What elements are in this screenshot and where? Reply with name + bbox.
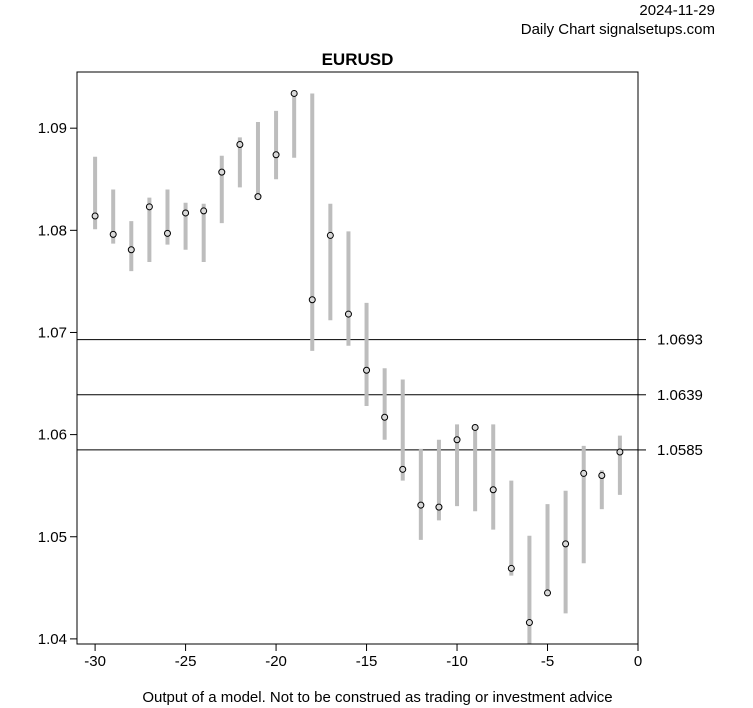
close-point-25: [544, 589, 552, 597]
close-point-11: [290, 89, 298, 97]
close-point-20: [453, 436, 461, 444]
y-tick-label-2: 1.06: [38, 427, 67, 444]
close-point-3: [145, 203, 153, 211]
close-point-23: [507, 564, 515, 572]
close-point-17: [399, 465, 407, 473]
x-tick-label-3: -15: [356, 653, 378, 670]
close-point-7: [218, 168, 226, 176]
y-tick-label-0: 1.04: [38, 631, 67, 648]
level-label-1: 1.0639: [657, 387, 703, 404]
y-tick-label-4: 1.08: [38, 222, 67, 239]
disclaimer: Output of a model. Not to be construed a…: [142, 689, 613, 706]
y-tick-label-1: 1.05: [38, 529, 67, 546]
close-points: [91, 89, 624, 627]
x-axis: -30 -25 -20 -15 -10 -5 0: [84, 643, 642, 670]
close-point-12: [308, 296, 316, 304]
y-tick-label-3: 1.07: [38, 324, 67, 341]
support-levels: 1.0693 1.0639 1.0585: [77, 332, 703, 459]
close-point-1: [109, 230, 117, 238]
close-point-22: [489, 486, 497, 494]
plot-frame: [76, 71, 639, 645]
x-tick-label-4: -10: [446, 653, 468, 670]
close-point-5: [182, 209, 190, 217]
chart-source: Daily Chart signalsetups.com: [520, 21, 715, 38]
close-point-14: [344, 310, 352, 318]
close-point-27: [580, 469, 588, 477]
close-point-4: [163, 229, 171, 237]
close-point-0: [91, 212, 99, 220]
close-point-29: [616, 448, 624, 456]
close-point-28: [598, 471, 606, 479]
x-tick-label-2: -20: [265, 653, 287, 670]
close-point-9: [254, 193, 262, 201]
close-point-16: [381, 413, 389, 421]
close-point-13: [326, 231, 334, 239]
y-tick-label-5: 1.09: [38, 120, 67, 137]
chart-title: EURUSD: [321, 50, 394, 69]
close-point-19: [435, 503, 443, 511]
x-tick-label-6: 0: [634, 653, 642, 670]
level-label-2: 1.0585: [657, 442, 703, 459]
close-point-15: [363, 366, 371, 374]
close-point-21: [471, 423, 479, 431]
daily-ranges: [93, 91, 622, 644]
close-point-26: [562, 540, 570, 548]
close-point-10: [272, 151, 280, 159]
x-tick-label-1: -25: [175, 653, 197, 670]
close-point-18: [417, 501, 425, 509]
x-tick-label-5: -5: [541, 653, 554, 670]
close-point-6: [200, 207, 208, 215]
level-label-0: 1.0693: [657, 332, 703, 349]
y-axis: 1.04 1.05 1.06 1.07 1.08 1.09: [38, 120, 78, 648]
chart-date: 2024-11-29: [639, 2, 715, 19]
close-point-2: [127, 246, 135, 254]
x-tick-label-0: -30: [84, 653, 106, 670]
close-point-24: [525, 619, 533, 627]
close-point-8: [236, 141, 244, 149]
